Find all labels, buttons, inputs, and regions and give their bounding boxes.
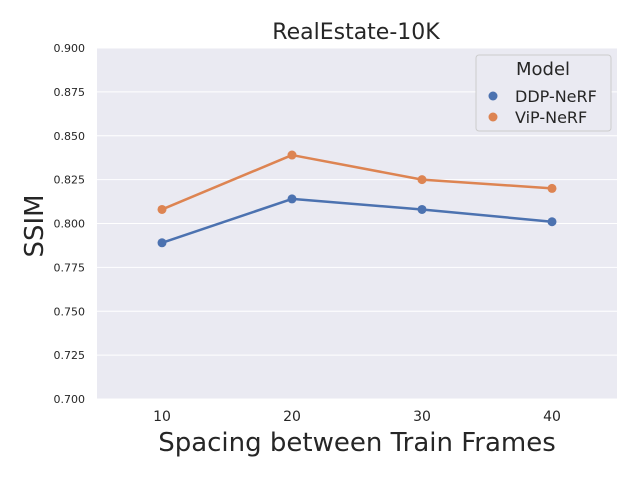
x-tick-label: 40 — [543, 409, 561, 425]
y-tick-label: 0.900 — [54, 42, 86, 55]
legend-box — [475, 54, 612, 132]
x-axis-label: Spacing between Train Frames — [158, 428, 556, 458]
y-tick-label: 0.825 — [54, 174, 86, 187]
data-point — [157, 238, 167, 248]
data-point — [417, 204, 427, 214]
legend-label: ViP-NeRF — [515, 108, 587, 127]
y-axis-ticks: 0.700 0.725 0.750 0.775 0.800 0.825 0.850 0.875… — [54, 42, 86, 406]
data-point — [287, 150, 297, 160]
x-tick-label: 20 — [283, 409, 301, 425]
data-point — [157, 204, 167, 214]
legend: Model DDP-NeRF ViP-NeRF — [475, 54, 612, 132]
legend-title: Model — [516, 59, 570, 80]
y-tick-label: 0.875 — [54, 86, 86, 99]
series-layer — [157, 150, 557, 248]
y-tick-label: 0.750 — [54, 305, 86, 318]
data-point — [547, 183, 557, 193]
data-point — [417, 175, 427, 185]
series-line — [161, 197, 553, 244]
series-line — [161, 153, 553, 211]
y-tick-label: 0.700 — [54, 393, 86, 406]
legend-marker — [488, 112, 498, 122]
data-point — [547, 217, 557, 227]
x-tick-label: 10 — [153, 409, 171, 425]
y-axis-label: SSIM — [20, 194, 50, 257]
y-tick-label: 0.800 — [54, 218, 86, 231]
legend-marker — [488, 91, 498, 101]
data-point — [287, 194, 297, 204]
legend-label: DDP-NeRF — [515, 87, 597, 106]
x-axis-ticks: 10 20 30 40 — [153, 409, 561, 425]
y-tick-label: 0.725 — [54, 349, 86, 362]
y-tick-label: 0.850 — [54, 130, 86, 143]
x-tick-label: 30 — [413, 409, 431, 425]
chart-title: RealEstate-10K — [272, 20, 440, 45]
grid — [97, 47, 617, 400]
y-tick-label: 0.775 — [54, 261, 86, 274]
